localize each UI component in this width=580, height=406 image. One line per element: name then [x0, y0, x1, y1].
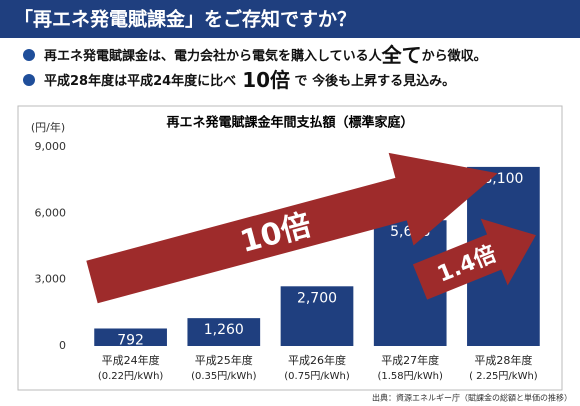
x-tick-label: 平成27年度 — [381, 353, 439, 367]
x-tick-label: ( 2.25円/kWh) — [469, 371, 538, 382]
header-bar — [0, 0, 580, 38]
value-label: 2,700 — [297, 290, 337, 306]
source: 出典：資源エネルギー庁（賦課金の総額と単価の推移） — [372, 393, 572, 403]
x-tick-label: 平成26年度 — [288, 353, 346, 367]
chart-title: 再エネ発電賦課金年間支払額（標準家庭） — [166, 115, 413, 131]
bullet-dot — [23, 74, 35, 86]
y-tick-label: 6,000 — [35, 206, 67, 219]
x-tick-label: (0.22円/kWh) — [98, 371, 164, 382]
x-tick-label: 平成24年度 — [102, 353, 160, 367]
y-unit: (円/年) — [31, 120, 65, 134]
bar — [94, 328, 167, 346]
bullet-text: 再エネ発電賦課金は、電力会社から電気を購入している人全てから徴収。 — [44, 43, 487, 67]
bullet-text: 平成28年度は平成24年度に比べ 10倍 で 今後も上昇する見込み。 — [44, 68, 455, 92]
value-label: 792 — [117, 332, 144, 348]
value-label: 1,260 — [204, 322, 244, 338]
header-title: 「再エネ発電賦課金」をご存知ですか？ — [14, 8, 356, 31]
x-tick-label: (0.35円/kWh) — [191, 371, 257, 382]
y-tick-label: 9,000 — [35, 140, 67, 153]
bar — [187, 318, 261, 346]
bullet-dot — [23, 49, 35, 61]
y-tick-label: 0 — [59, 339, 66, 352]
x-tick-label: 平成25年度 — [195, 353, 253, 367]
x-tick-label: 平成28年度 — [474, 353, 532, 367]
bar — [280, 286, 354, 346]
arrow — [412, 218, 536, 300]
x-tick-label: (1.58円/kWh) — [377, 371, 443, 382]
x-tick-label: (0.75円/kWh) — [284, 371, 350, 382]
arrow — [86, 152, 498, 304]
y-tick-label: 3,000 — [35, 273, 67, 286]
